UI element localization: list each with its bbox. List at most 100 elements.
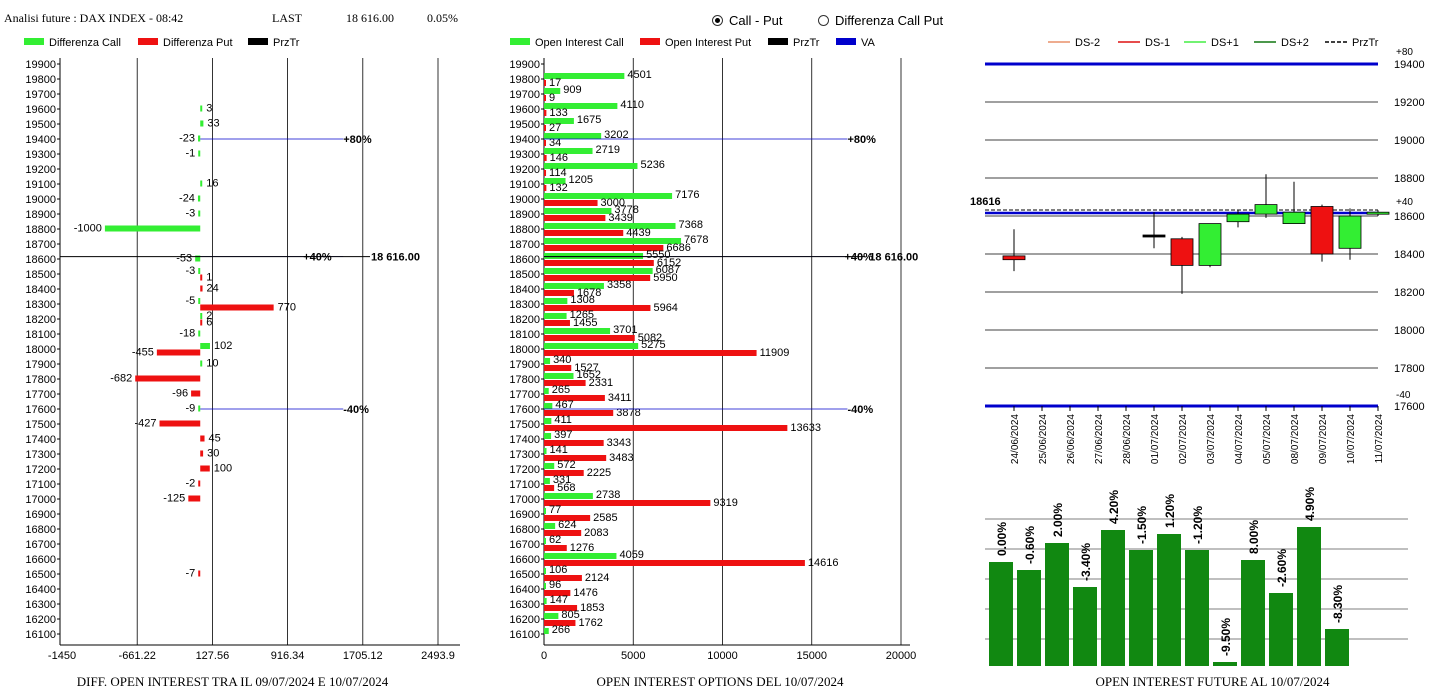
diff-bar-value: -3: [185, 208, 195, 220]
put-oi-value: 2083: [584, 527, 608, 539]
strike-tick-label: 17100: [509, 479, 540, 491]
call-oi-bar: [544, 583, 546, 589]
put-oi-value: 5964: [653, 302, 677, 314]
put-oi-bar: [544, 335, 635, 341]
put-oi-bar: [544, 470, 584, 476]
strike-tick-label: 17000: [509, 494, 540, 506]
call-oi-value: 5236: [640, 159, 664, 171]
strike-tick-label: 16300: [25, 599, 56, 611]
call-oi-bar: [544, 118, 574, 124]
strike-tick-label: 19600: [509, 104, 540, 116]
strike-tick-label: 16500: [25, 569, 56, 581]
call-oi-bar: [544, 223, 676, 229]
y-tick-label: 17600: [1394, 401, 1425, 413]
strike-tick-label: 17300: [25, 449, 56, 461]
radio-dot-selected-icon[interactable]: [712, 15, 723, 26]
strike-tick-label: 17700: [509, 389, 540, 401]
call-oi-bar: [544, 403, 553, 409]
diff-bar-value: -53: [176, 253, 192, 265]
oi-future-bar: [1017, 570, 1041, 666]
strike-tick-label: 16800: [25, 524, 56, 536]
put-oi-bar: [544, 605, 578, 611]
put-oi-value: 3411: [608, 392, 632, 404]
diff-bar: [104, 225, 201, 232]
oi-future-label: -3.40%: [1079, 543, 1093, 581]
diff-bar: [197, 195, 201, 202]
app-title: Analisi future : DAX INDEX - 08:42: [4, 11, 184, 25]
strike-tick-label: 19100: [509, 179, 540, 191]
call-oi-value: 340: [553, 354, 571, 366]
strike-tick-label: 18500: [509, 269, 540, 281]
strike-tick-label: 19700: [25, 89, 56, 101]
candle-body: [1002, 255, 1026, 261]
call-oi-value: 3202: [604, 129, 628, 141]
x-tick-label: 2493.9: [421, 650, 455, 662]
diff-bar-value: 10: [206, 358, 218, 370]
x-tick-label: 1705.12: [343, 650, 383, 662]
oi-future-bar: [1297, 527, 1321, 666]
put-oi-bar: [544, 215, 606, 221]
call-oi-value: 141: [550, 444, 568, 456]
call-oi-bar: [544, 73, 625, 79]
strike-tick-label: 18800: [25, 224, 56, 236]
put-oi-bar: [544, 110, 547, 116]
x-tick-label: 127.56: [196, 650, 230, 662]
strike-tick-label: 16900: [509, 509, 540, 521]
radio-differenza-label: Differenza Call Put: [835, 13, 944, 28]
call-oi-value: 5550: [646, 249, 670, 261]
radio-call-put[interactable]: Call - Put: [712, 13, 782, 28]
call-oi-bar: [544, 448, 547, 454]
strike-tick-label: 19800: [509, 74, 540, 86]
call-oi-bar: [544, 568, 546, 574]
diff-bar-value: 770: [278, 302, 296, 314]
date-tick-label: 04/07/2024: [1234, 414, 1245, 464]
strike-tick-label: 19800: [25, 74, 56, 86]
put-oi-value: 3439: [608, 212, 632, 224]
call-oi-value: 805: [561, 609, 579, 621]
date-tick-label: 10/07/2024: [1346, 414, 1357, 464]
legend-swatch-1: [640, 38, 660, 45]
call-oi-value: 624: [558, 519, 576, 531]
call-oi-value: 147: [550, 594, 568, 606]
call-oi-bar: [544, 328, 611, 334]
change-percent: 0.05%: [427, 11, 458, 25]
date-tick-label: 02/07/2024: [1178, 414, 1189, 464]
strike-tick-label: 18200: [25, 314, 56, 326]
radio-dot-icon[interactable]: [818, 15, 829, 26]
strike-tick-label: 19300: [25, 149, 56, 161]
put-oi-value: 11909: [760, 347, 790, 359]
candle-body: [1198, 223, 1222, 266]
strike-tick-label: 19900: [25, 59, 56, 71]
diff-bar: [198, 570, 201, 577]
level-label: -40%: [343, 404, 369, 416]
legend-label-2: PrzTr: [793, 37, 820, 49]
legend-label-0: Open Interest Call: [535, 37, 624, 49]
legend-label-1: Open Interest Put: [665, 37, 751, 49]
put-oi-bar: [544, 500, 711, 506]
strike-tick-label: 19600: [25, 104, 56, 116]
call-oi-value: 2738: [596, 489, 620, 501]
strike-tick-label: 16500: [509, 569, 540, 581]
legend-label-1: DS-1: [1145, 37, 1170, 49]
oi-future-bar: [1045, 543, 1069, 666]
diff-bar: [198, 330, 201, 337]
call-oi-value: 4110: [620, 99, 644, 111]
diff-bar: [159, 420, 201, 427]
diff-bar: [200, 304, 274, 311]
put-oi-bar: [544, 245, 664, 251]
call-oi-value: 106: [549, 564, 567, 576]
future-open-interest-chart: 0.00% -0.60% 2.00% -3.40% 4.20% -1.50% 1.20% -1…: [985, 487, 1408, 666]
diff-bar: [198, 135, 201, 142]
legend-label-2: DS+1: [1211, 37, 1239, 49]
strike-tick-label: 18500: [25, 269, 56, 281]
legend-label-1: Differenza Put: [163, 37, 233, 49]
call-oi-bar: [544, 433, 552, 439]
diff-bar: [198, 405, 201, 412]
call-oi-value: 909: [563, 84, 581, 96]
put-oi-bar: [544, 125, 546, 131]
put-oi-value: 3878: [616, 407, 640, 419]
put-oi-bar: [544, 395, 605, 401]
radio-differenza[interactable]: Differenza Call Put: [818, 13, 943, 28]
strike-tick-label: 17500: [25, 419, 56, 431]
diff-bar-value: 30: [207, 448, 219, 460]
